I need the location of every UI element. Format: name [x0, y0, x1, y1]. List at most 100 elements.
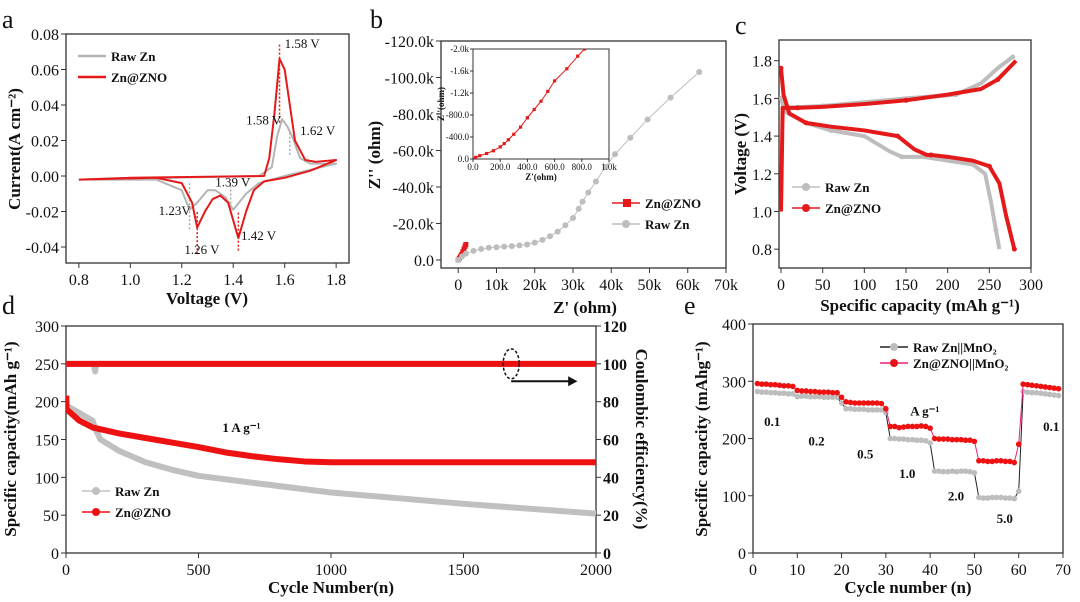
x-axis-label: Specific capacity (mAh g⁻¹)	[820, 296, 1020, 315]
annotation-label: A g⁻¹	[910, 404, 939, 419]
annotation-label: 1.58 V	[285, 36, 321, 51]
data-point	[869, 400, 876, 406]
data-point	[462, 250, 469, 257]
y-tick-label: 1.8	[752, 54, 772, 71]
x-tick-label: 1.8	[326, 272, 346, 289]
data-point	[1010, 54, 1016, 60]
data-point	[905, 436, 911, 443]
data-point	[825, 394, 832, 401]
y-tick-label: -800.0	[446, 110, 470, 120]
data-point	[1011, 459, 1018, 466]
y-tick-label: 0.02	[31, 134, 59, 151]
data-point	[971, 438, 978, 445]
data-point	[485, 151, 489, 156]
annotation-label: 0.1	[1043, 419, 1059, 434]
x-tick-label: 600.0	[544, 162, 565, 172]
data-point	[807, 388, 814, 395]
series-zn-zno	[78, 57, 338, 240]
data-point	[1042, 391, 1049, 397]
legend-item: Zn@ZNO	[78, 70, 167, 85]
data-point	[891, 435, 898, 442]
legend-label: Zn@ZNO||MnO₂	[913, 356, 1009, 371]
data-point	[532, 107, 536, 112]
data-point	[812, 388, 818, 395]
y-tick-label: -0.02	[26, 205, 59, 222]
panel-letter: d	[2, 291, 15, 320]
y-axis-label: Z'' (ohm)	[365, 121, 384, 189]
series-line	[78, 118, 338, 211]
y-tick-label: -20.0k	[393, 216, 434, 233]
data-point	[1042, 384, 1049, 390]
y-tick-label: -400.0	[446, 132, 470, 142]
legend-item: Raw Zn	[612, 217, 690, 232]
data-point	[847, 405, 854, 412]
data-point	[993, 494, 1000, 501]
data-point	[843, 405, 849, 412]
y2-tick-label: 40	[603, 470, 619, 487]
data-point	[949, 436, 956, 443]
data-point	[582, 49, 587, 51]
y-tick-label: 1.6	[752, 91, 772, 108]
data-point	[989, 458, 995, 465]
x-tick-label: 30	[878, 562, 894, 579]
data-point	[887, 423, 894, 430]
legend-item: Zn@ZNO||MnO₂	[880, 356, 1009, 371]
data-point	[829, 394, 836, 401]
data-point	[1007, 495, 1013, 501]
data-point	[790, 383, 796, 390]
data-point	[953, 468, 960, 475]
annotation-label: 1.42 V	[241, 228, 277, 243]
data-point	[816, 393, 823, 400]
series-zn-zno	[779, 59, 1018, 252]
y-tick-label: 200	[35, 395, 59, 412]
data-point	[506, 138, 510, 142]
data-point	[516, 242, 523, 249]
data-point	[803, 120, 809, 126]
panel-d: 0 500 1000 1500 2000050100150200250300020406…	[1, 291, 651, 597]
x-axis-label: Cycle Number(n)	[268, 578, 394, 597]
legend-marker	[890, 359, 898, 367]
data-point	[754, 380, 761, 387]
y-tick-label: -0.04	[26, 240, 59, 257]
data-point	[644, 116, 651, 123]
data-point	[931, 435, 938, 442]
data-point	[1029, 389, 1035, 396]
panel-letter: b	[370, 5, 383, 34]
data-point	[927, 425, 933, 431]
y2-tick-label: 100	[603, 357, 627, 374]
x-tick-label: 30k	[561, 277, 585, 294]
panel-letter: c	[735, 11, 747, 40]
y-tick-label: 0.00	[31, 169, 59, 186]
data-point	[860, 400, 867, 406]
data-point	[569, 215, 576, 222]
series-zn-zno	[473, 49, 587, 159]
y-tick-label: 0.0	[458, 154, 470, 164]
highlight-ellipse	[502, 348, 520, 380]
y-tick-label: -1.2k	[450, 88, 469, 98]
panel-b: 0 10k 20k 30k 40k 50k 60k 70k -120.0k -100.0k -80.…	[365, 5, 738, 317]
data-point	[847, 399, 854, 406]
x-tick-label: 70k	[714, 277, 738, 294]
annotation-label: 0.2	[808, 433, 824, 448]
legend-marker	[890, 343, 898, 351]
data-point	[980, 495, 987, 501]
data-point	[962, 468, 969, 474]
data-point	[473, 157, 475, 159]
annotation-label: 1.26 V	[184, 242, 220, 257]
y-axis-label: Z''(ohm)	[436, 87, 446, 121]
data-point	[922, 437, 929, 444]
data-point	[905, 423, 911, 430]
data-point	[1024, 389, 1031, 395]
data-point	[812, 393, 818, 400]
legend-marker	[622, 220, 630, 228]
x-tick-label: 0	[749, 562, 757, 579]
data-point	[984, 458, 991, 465]
data-point	[554, 228, 561, 235]
y-tick-label: 150	[35, 433, 59, 450]
data-point	[519, 125, 523, 129]
data-point	[763, 389, 770, 395]
data-point	[896, 436, 902, 442]
data-point	[553, 79, 557, 83]
annotation-label: 0.1	[764, 414, 780, 429]
legend-marker	[92, 487, 100, 495]
